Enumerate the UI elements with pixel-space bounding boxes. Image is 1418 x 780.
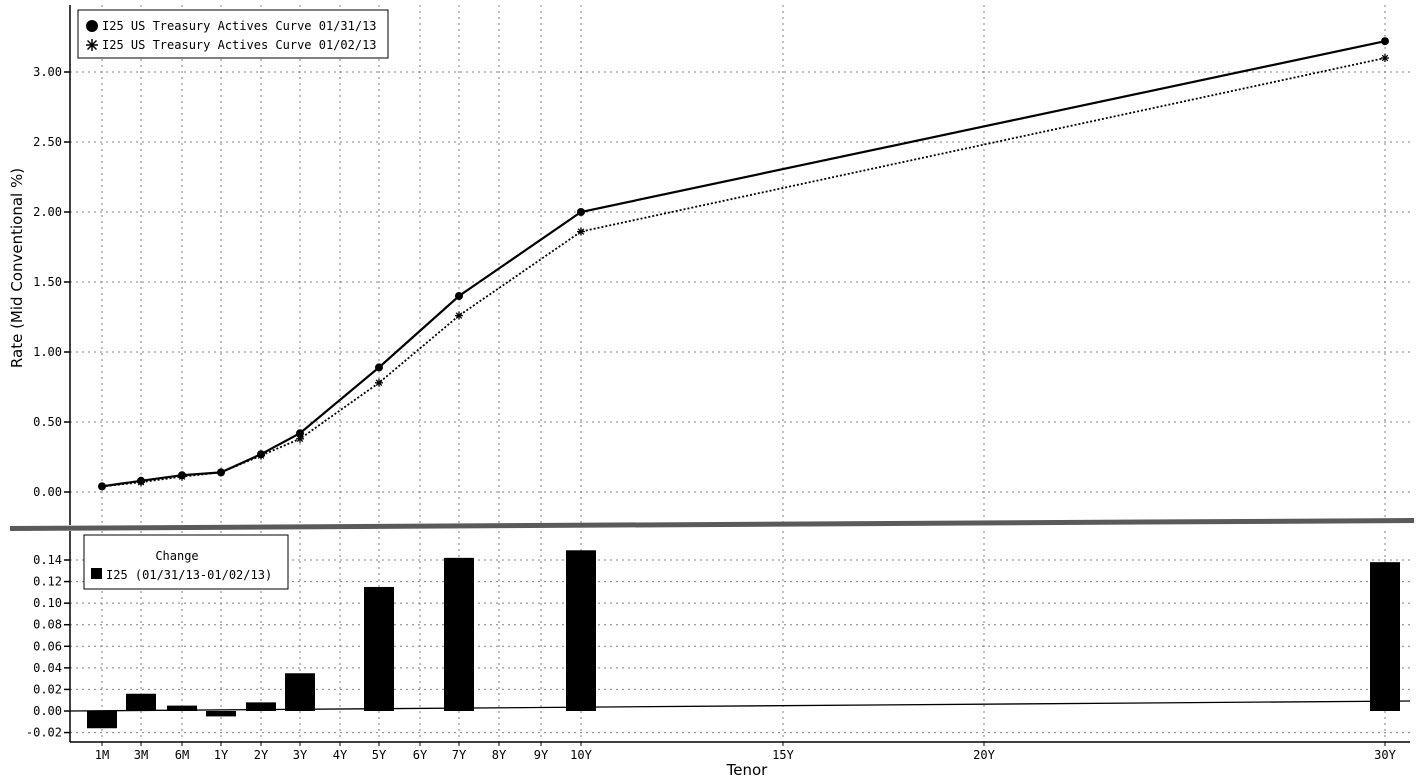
- xtick-label-1m: 1M: [95, 748, 109, 762]
- series-1-point-30y: [1381, 37, 1389, 46]
- legend-series-1-label: I25 US Treasury Actives Curve 01/31/13: [102, 19, 377, 33]
- bottom-ytick-label: 0.04: [33, 661, 62, 675]
- series-2-point-3m: [137, 478, 145, 487]
- series-2-point-30y: [1381, 54, 1389, 62]
- xtick-label-30y: 30Y: [1374, 748, 1396, 762]
- bottom-ytick-label: 0.14: [33, 553, 62, 567]
- bottom-panel-bars: [87, 550, 1400, 729]
- legend-bar-swatch-icon: [91, 568, 102, 579]
- change-bar-7y: [444, 557, 474, 711]
- change-bar-30y: [1370, 562, 1400, 711]
- xtick-label-8y: 8Y: [492, 748, 507, 762]
- legend-circle-marker-icon: [86, 20, 98, 32]
- xtick-label-2y: 2Y: [254, 748, 269, 762]
- change-bar-3y: [285, 673, 315, 711]
- bottom-legend-title: Change: [155, 549, 198, 563]
- change-bar-1y: [206, 711, 236, 717]
- top-ytick-label: 1.00: [33, 345, 62, 359]
- bottom-legend-box: [83, 534, 289, 590]
- xtick-label-6y: 6Y: [413, 748, 428, 762]
- xtick-label-5y: 5Y: [372, 748, 387, 762]
- bottom-ytick-label: 0.06: [33, 639, 62, 653]
- series-1-point-3y: [296, 429, 304, 438]
- xtick-label-1y: 1Y: [214, 748, 229, 762]
- bottom-ytick-label: -0.02: [26, 726, 62, 740]
- bottom-ytick-label: 0.10: [33, 596, 62, 610]
- change-bar-3m: [126, 693, 156, 711]
- top-ytick-label: 2.00: [33, 205, 62, 219]
- xtick-label-20y: 20Y: [973, 748, 995, 762]
- change-bar-10y: [566, 550, 596, 711]
- series-1-point-10y: [577, 208, 585, 216]
- xtick-label-6m: 6M: [175, 748, 189, 762]
- series-2-point-1m: [98, 482, 106, 491]
- series-2-point-2y: [257, 451, 265, 460]
- bottom-legend-series-label: I25 (01/31/13-01/02/13): [106, 568, 272, 582]
- top-ytick-label: 0.00: [33, 485, 62, 499]
- bottom-ytick-label: 0.00: [33, 704, 62, 718]
- top-panel-grid: [70, 5, 1410, 525]
- bottom-ytick-label: 0.08: [33, 618, 62, 632]
- top-ytick-label: 0.50: [33, 415, 62, 429]
- xtick-label-7y: 7Y: [452, 748, 467, 762]
- x-axis-title: Tenor: [726, 761, 769, 779]
- top-ytick-label: 1.50: [33, 275, 62, 289]
- xtick-label-15y: 15Y: [772, 748, 794, 762]
- xtick-label-4y: 4Y: [333, 748, 348, 762]
- series-2-point-1y: [217, 468, 225, 477]
- series-2-line: [101, 57, 1386, 488]
- series-1-point-7y: [455, 292, 463, 300]
- bottom-legend: Change I25 (01/31/13-01/02/13): [83, 534, 289, 590]
- series-1-point-5y: [375, 363, 383, 372]
- series-2-point-3y: [296, 434, 304, 443]
- change-bar-6m: [167, 705, 197, 711]
- series-2-point-10y: [577, 227, 585, 236]
- y-axis-title: Rate (Mid Conventional %): [8, 168, 26, 368]
- xtick-label-9y: 9Y: [534, 748, 549, 762]
- top-ytick-label: 3.00: [33, 65, 62, 79]
- series-2-point-6m: [178, 472, 186, 481]
- top-ytick-label: 2.50: [33, 135, 62, 149]
- top-panel-series: [98, 37, 1389, 491]
- xtick-label-3m: 3M: [134, 748, 148, 762]
- change-bar-1m: [87, 711, 117, 729]
- bottom-ytick-label: 0.02: [33, 682, 62, 696]
- series-1-line: [101, 40, 1386, 488]
- legend-series-2-label: I25 US Treasury Actives Curve 01/02/13: [102, 38, 377, 52]
- panel-divider: [10, 518, 1414, 531]
- top-legend: I25 US Treasury Actives Curve 01/31/13 I…: [77, 9, 389, 59]
- bottom-ytick-label: 0.12: [33, 575, 62, 589]
- legend-star-marker-icon: [86, 39, 98, 51]
- change-bar-2y: [246, 702, 276, 711]
- xtick-label-3y: 3Y: [293, 748, 308, 762]
- change-bar-5y: [364, 586, 394, 711]
- top-legend-box: [77, 9, 389, 59]
- series-2-point-5y: [375, 378, 383, 387]
- series-2-point-7y: [455, 311, 463, 320]
- chart-axes: 0.00 0.50 1.00 1.50 2.00 2.50 3.00 -0.02 0.00 0.0…: [10, 5, 1414, 762]
- xtick-label-10y: 10Y: [570, 748, 592, 762]
